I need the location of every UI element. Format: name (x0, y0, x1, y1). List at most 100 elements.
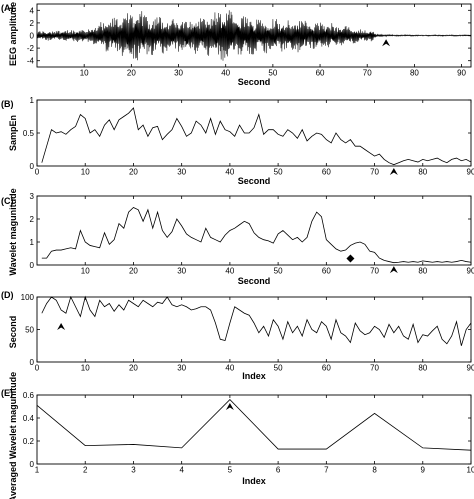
panel-a-ytick-label: 2 (30, 19, 35, 28)
panel-c-xtick-label: 30 (177, 267, 186, 276)
panel-d-ylabel: Second (8, 316, 18, 349)
panel-d-label: (D) (1, 290, 14, 300)
panel-c-ytick-label: 2 (30, 215, 35, 224)
panel-e-xtick-label: 1 (35, 466, 40, 475)
panel-b-xtick-label: 90 (467, 168, 474, 177)
panel-a-xtick-label: 20 (127, 69, 136, 78)
panel-d-xtick-label: 10 (81, 364, 90, 373)
panel-b-xtick-label: 80 (418, 168, 427, 177)
panel-d: (D) 0 10 20 30 40 50 60 70 80 90 0 50 100 Index Seco… (1, 290, 474, 381)
panel-e-xtick-label: 3 (131, 466, 136, 475)
panel-b-xtick-label: 60 (322, 168, 331, 177)
panel-d-plot: 0 10 20 30 40 50 60 70 80 90 0 50 100 (21, 293, 474, 373)
panel-e-xtick-label: 9 (421, 466, 426, 475)
panel-e: (E) 1 2 3 4 5 6 7 8 9 10 0 0.2 0.4 0.6 Index Averaged… (1, 372, 474, 499)
panel-c-diamond-marker (346, 254, 355, 263)
panel-b-ytick-label: 0 (30, 162, 35, 171)
panel-d-xtick-label: 80 (418, 364, 427, 373)
panel-a-xtick-label: 60 (316, 69, 325, 78)
panel-a-signal (36, 10, 472, 61)
panel-b: (B) 0 10 20 30 40 50 60 70 80 90 0 0.5 1 Second Samp… (1, 96, 474, 186)
panel-d-xlabel: Index (242, 371, 266, 381)
panel-c-plot: 10 20 30 40 50 60 70 80 90 0 1 2 3 (30, 192, 474, 276)
panel-a-ytick-label: -4 (27, 57, 35, 66)
panel-c-series-line (41, 207, 472, 264)
panel-d-xtick-label: 40 (225, 364, 234, 373)
panel-d-ytick-label: 0 (30, 358, 35, 367)
panel-b-xtick-label: 10 (81, 168, 90, 177)
panel-e-ytick-label: 0.4 (23, 414, 35, 423)
panel-a-arrow-marker (382, 39, 391, 47)
panel-a-xtick-label: 50 (268, 69, 277, 78)
panel-b-frame (36, 99, 472, 167)
panel-a-xtick-label: 30 (174, 69, 183, 78)
panel-c-xtick-label: 70 (370, 267, 379, 276)
panel-e-plot: 1 2 3 4 5 6 7 8 9 10 0 0.2 0.4 0.6 (23, 391, 474, 475)
panel-d-xtick-label: 30 (177, 364, 186, 373)
panel-b-ylabel: SampEn (8, 115, 18, 151)
panel-b-xtick-label: 50 (274, 168, 283, 177)
panel-d-xtick-label: 90 (467, 364, 474, 373)
panel-a-ytick-label: 4 (30, 6, 35, 15)
panel-c-xtick-label: 60 (322, 267, 331, 276)
panel-b-xtick-label: 70 (370, 168, 379, 177)
panel-b-label: (B) (1, 99, 14, 109)
panel-c-xlabel: Second (238, 276, 271, 286)
panel-e-xtick-label: 6 (276, 466, 281, 475)
panel-b-arrow-marker (389, 167, 398, 175)
panel-e-series-line (36, 399, 472, 451)
panel-e-ytick-label: 0 (30, 460, 35, 469)
panel-c-ytick-label: 1 (30, 238, 35, 247)
panel-c-xtick-label: 40 (225, 267, 234, 276)
panel-a-label: (A) (1, 3, 14, 13)
panel-e-label: (E) (1, 388, 13, 398)
panel-d-ytick-label: 100 (21, 293, 35, 302)
panel-a: (A) 10 20 30 40 50 60 70 80 90 -4 -2 0 2 4 Second EEG… (1, 2, 472, 87)
panel-c-frame (36, 195, 472, 266)
panel-a-xtick-label: 10 (80, 69, 89, 78)
panel-d-arrow-marker (57, 323, 66, 330)
panel-b-xtick-label: 30 (177, 168, 186, 177)
panel-b-xtick-label: 0 (35, 168, 40, 177)
panel-c-ylabel: Wavelet magunitude (8, 188, 18, 275)
panel-d-xtick-label: 0 (35, 364, 40, 373)
panel-c-ytick-label: 3 (30, 192, 35, 201)
panel-c-xtick-label: 50 (274, 267, 283, 276)
panel-d-xtick-label: 20 (129, 364, 138, 373)
panel-a-xtick-label: 90 (457, 69, 466, 78)
panel-d-xtick-label: 60 (322, 364, 331, 373)
panel-c-xtick-label: 20 (129, 267, 138, 276)
panel-e-ytick-label: 0.2 (23, 437, 35, 446)
panel-a-xtick-label: 80 (410, 69, 419, 78)
panel-a-xtick-label: 40 (221, 69, 230, 78)
panel-d-series-line (41, 295, 472, 346)
panel-b-xtick-label: 20 (129, 168, 138, 177)
panel-e-xtick-label: 5 (228, 466, 233, 475)
panel-d-ytick-label: 50 (25, 326, 34, 335)
panel-b-series-line (41, 107, 472, 166)
panel-e-xtick-label: 8 (372, 466, 377, 475)
panel-e-xtick-label: 2 (83, 466, 88, 475)
panel-e-ytick-label: 0.6 (23, 391, 35, 400)
panel-c-arrow-marker (389, 266, 398, 274)
panel-c-xtick-label: 10 (81, 267, 90, 276)
panel-b-xlabel: Second (238, 176, 271, 186)
panel-a-xtick-label: 70 (363, 69, 372, 78)
panel-c-label: (C) (1, 196, 14, 206)
panel-e-arrow-marker (225, 403, 234, 411)
panel-c: (C) 10 20 30 40 50 60 70 80 90 0 1 2 3 Second Wavele… (1, 188, 474, 286)
panel-a-ytick-label: 0 (30, 32, 35, 41)
panel-a-plot: 10 20 30 40 50 60 70 80 90 -4 -2 0 2 4 (27, 3, 472, 78)
panel-a-ylabel: EEG amplitude (8, 2, 18, 66)
panel-c-xtick-label: 90 (467, 267, 474, 276)
panel-b-plot: 0 10 20 30 40 50 60 70 80 90 0 0.5 1 (23, 96, 474, 177)
panel-a-ytick-label: -2 (27, 44, 35, 53)
panel-d-xtick-label: 50 (274, 364, 283, 373)
panel-a-xlabel: Second (238, 77, 271, 87)
panel-e-ylabel: Averaged Wavelet magunitude (8, 372, 18, 499)
panel-e-xtick-label: 7 (324, 466, 329, 475)
panel-c-xtick-label: 80 (418, 267, 427, 276)
panel-d-frame (36, 296, 472, 363)
panel-e-frame (36, 394, 472, 465)
panel-b-xtick-label: 40 (225, 168, 234, 177)
